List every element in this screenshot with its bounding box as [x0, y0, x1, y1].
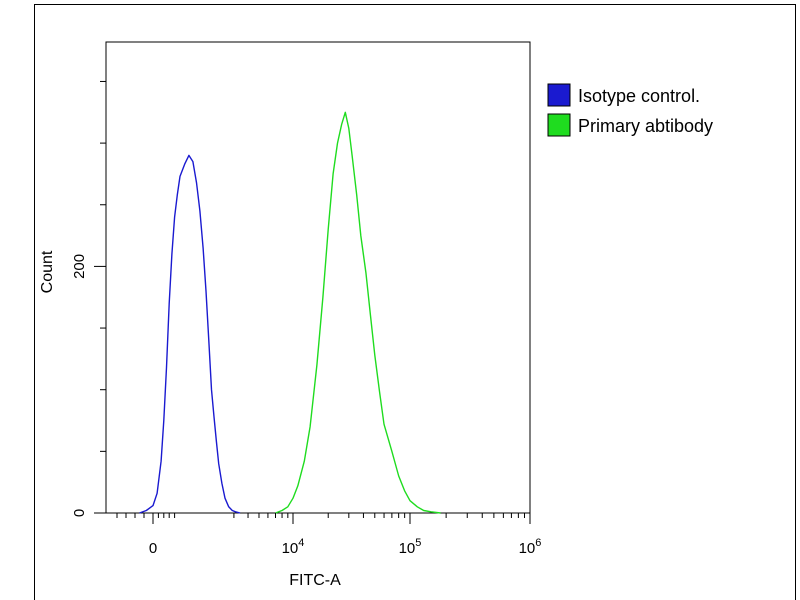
legend-label: Primary abtibody — [578, 116, 713, 136]
plot-area — [105, 41, 531, 514]
legend-swatch — [547, 113, 571, 137]
x-tick-base: 10 — [519, 540, 536, 557]
x-tick-label: 0 — [149, 540, 157, 557]
series-line-1 — [275, 111, 441, 514]
x-tick-base: 10 — [399, 540, 416, 557]
legend-label: Isotype control. — [578, 86, 700, 106]
histogram-curves — [139, 111, 441, 514]
y-tick-label: 0 — [71, 509, 88, 517]
x-tick-label: 105 — [399, 537, 422, 557]
legend-swatch — [547, 83, 571, 107]
x-tick-base: 10 — [282, 540, 299, 557]
x-tick-exponent: 5 — [415, 537, 421, 549]
x-tick-label: 104 — [282, 537, 305, 557]
y-tick-label: 200 — [71, 254, 88, 279]
x-tick-exponent: 4 — [298, 537, 304, 549]
y-axis-ticks: 0 200 — [71, 80, 106, 517]
x-tick-label: 106 — [519, 537, 542, 557]
chart-frame — [34, 4, 796, 600]
plot-border — [105, 41, 531, 514]
y-axis-title: Count — [39, 250, 56, 293]
series-line-0 — [139, 154, 241, 514]
legend: Isotype control. Primary abtibody — [547, 83, 713, 137]
x-axis-title: FITC-A — [289, 572, 341, 589]
x-axis-ticks: 0 104 105 106 — [116, 513, 542, 557]
x-tick-base: 0 — [149, 540, 157, 557]
x-tick-exponent: 6 — [535, 537, 541, 549]
